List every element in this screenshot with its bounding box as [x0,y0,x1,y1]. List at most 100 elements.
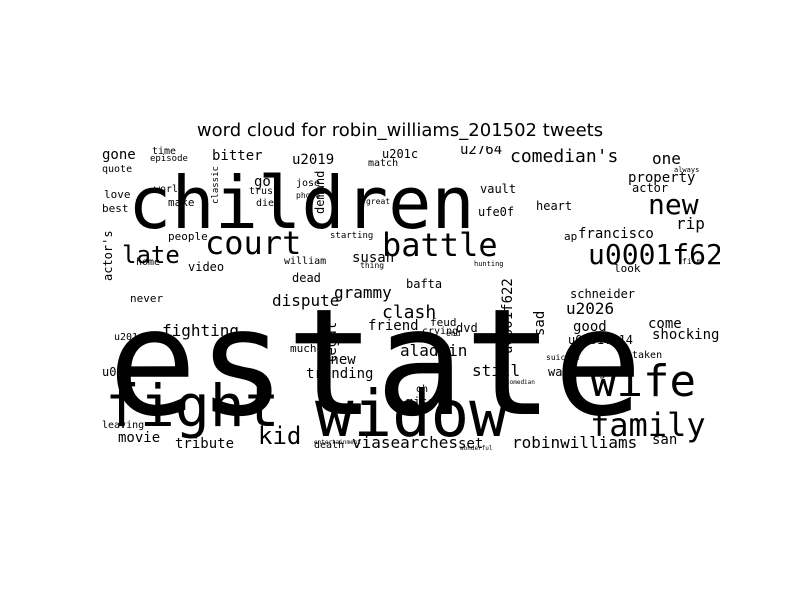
word-photo: photo [296,191,320,200]
word-tribute: tribute [175,436,234,452]
word-trending: trending [306,366,373,382]
word-thing: thing [360,261,384,270]
word-wife: wife [590,356,696,407]
word-cloud: estate children widow fight court battle wife f… [100,146,720,456]
word-heart: heart [536,199,572,213]
word-starting: starting [330,231,373,241]
word-video: video [188,260,224,274]
word-robinwilliams: robinwilliams [512,433,637,452]
word-dead: dead [292,271,321,285]
word-new: new [648,188,699,221]
word-still: still [472,361,520,380]
word-knew: knew [322,352,356,368]
word-time: time [152,146,176,157]
word-u201c: u201c [382,147,418,161]
word-quote: quote [102,164,132,175]
word-shocking: shocking [652,327,719,343]
word-episode: episode [150,154,188,164]
word-crying: crying [422,326,458,337]
word-film: film [682,257,701,266]
word-death: death [314,440,344,451]
word-fight: fight [105,372,280,440]
word-people: people [168,230,208,243]
word-schneider: schneider [570,287,635,301]
word-property: property [628,170,695,186]
word-u2764: u2764 [460,146,502,158]
word-u0001f614: u0001f614 [568,333,633,347]
word-love: love [104,188,131,201]
chart-title: word cloud for robin_williams_201502 twe… [196,120,604,141]
word-u2019: u2019 [292,152,334,168]
word-estate: estate [108,277,643,449]
word-good: good [573,319,607,335]
word-rip: rip [676,214,705,233]
word-taken: taken [632,350,662,361]
word-miss: miss [406,395,435,409]
word-feud: feud [430,316,457,329]
word-comedian-s: comedian's [510,146,618,167]
word-widow: widow [315,378,508,452]
word-look: look [614,262,641,275]
word-u0001f622: u0001f622 [500,278,516,354]
word-u2014: u2014 [114,332,144,343]
word-trust: trust [249,186,279,197]
word-hunting: hunting [474,260,504,268]
word-susan: susan [352,250,394,266]
word-much: much [290,342,317,355]
word-late: late [122,241,180,269]
word-francisco: francisco [578,226,654,242]
word-jose: jose [296,178,320,189]
word-classic: classic [211,166,221,204]
word-sad: sad [532,311,548,336]
word-match: match [368,158,398,169]
word-bitter: bitter [212,148,263,164]
word-vault: vault [480,182,516,196]
word-entertainment: entertainment [314,439,361,446]
word-friend: friend [368,318,419,334]
word-viasearches: viasearches [352,433,458,452]
word-clash: clash [382,302,436,323]
word-watching: watching [548,365,606,379]
word-fighting: fighting [162,321,239,340]
word-one: one [652,149,681,168]
word-court: court [205,224,301,262]
word-home: home [136,257,160,268]
word-great: great [366,197,390,206]
word-u0001f62d: u0001f62d [588,238,720,271]
word-leaving: leaving [102,420,144,431]
word-san: san [652,432,677,448]
word-actor-s: actor's [101,230,115,281]
word-oh: oh [416,384,428,395]
word-world: world [154,184,184,195]
word-u2026: u2026 [566,299,614,318]
word-always: always [674,166,699,174]
word-bafta: bafta [406,277,442,291]
word-aladdin: aladdin [400,341,467,360]
word-u0001f494: u0001f494 [102,365,167,379]
word-died: died [256,198,280,209]
word-battle: battle [382,226,498,264]
word-best: best [102,202,129,215]
word-gone: gone [102,147,136,163]
word-come: come [648,316,682,332]
word-movie: movie [118,430,160,446]
word-demand: demand [313,171,327,214]
word-comedian: comedian [506,379,535,386]
word-make: make [168,196,195,209]
word-family: family [590,406,706,444]
word-grammy: grammy [334,283,392,302]
word-suicide: suicide [546,353,580,362]
word-end: end [446,329,461,338]
word-go: go [254,174,271,190]
word-actor: actor [632,181,668,195]
word-dvd: dvd [456,321,478,335]
word-children: children [128,161,475,245]
word-never: never [130,292,163,305]
word-ufe0f: ufe0f [478,205,514,219]
word-dispute: dispute [272,291,339,310]
word-kid: kid [258,422,301,450]
word-ap: ap [564,230,577,243]
word-set: set [458,436,483,452]
word-wonderful: wonderful [460,445,493,452]
